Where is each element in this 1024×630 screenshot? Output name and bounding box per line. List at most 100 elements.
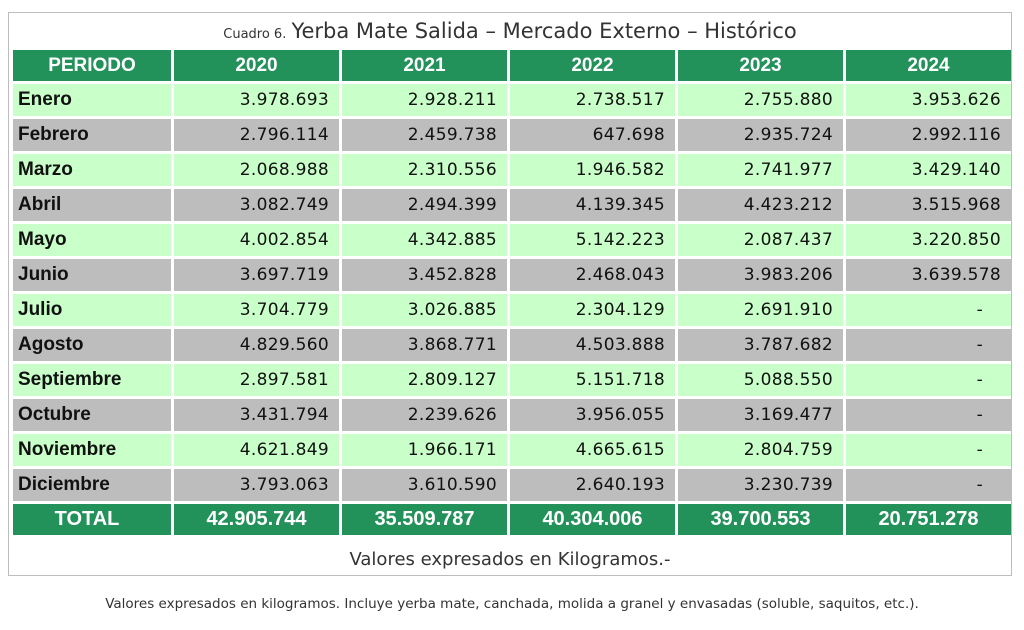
value-cell: 4.002.854 xyxy=(174,224,339,256)
header-periodo: PERIODO xyxy=(13,50,171,81)
month-label: Julio xyxy=(13,294,171,326)
header-year: 2023 xyxy=(678,50,843,81)
header-year: 2020 xyxy=(174,50,339,81)
value-cell: 3.610.590 xyxy=(342,469,507,501)
value-cell: 2.741.977 xyxy=(678,154,843,186)
value-cell: - xyxy=(846,469,1011,501)
table-row: Noviembre 4.621.849 1.966.171 4.665.615 2.80… xyxy=(13,434,1011,466)
month-label: Septiembre xyxy=(13,364,171,396)
value-cell: 3.431.794 xyxy=(174,399,339,431)
value-cell: 3.452.828 xyxy=(342,259,507,291)
total-cell: 40.304.006 xyxy=(510,504,675,535)
value-cell: 4.621.849 xyxy=(174,434,339,466)
value-cell: - xyxy=(846,364,1011,396)
value-cell: 2.755.880 xyxy=(678,84,843,116)
value-cell: 5.151.718 xyxy=(510,364,675,396)
total-cell: 39.700.553 xyxy=(678,504,843,535)
value-cell: 3.868.771 xyxy=(342,329,507,361)
value-cell: 2.809.127 xyxy=(342,364,507,396)
value-cell: 3.793.063 xyxy=(174,469,339,501)
value-cell: 2.087.437 xyxy=(678,224,843,256)
table-row: Mayo 4.002.854 4.342.885 5.142.223 2.087.437… xyxy=(13,224,1011,256)
value-cell: 2.640.193 xyxy=(510,469,675,501)
table-body: Enero 3.978.693 2.928.211 2.738.517 2.755.88… xyxy=(13,84,1011,535)
value-cell: 2.304.129 xyxy=(510,294,675,326)
value-cell: 2.935.724 xyxy=(678,119,843,151)
month-label: Febrero xyxy=(13,119,171,151)
total-cell: 42.905.744 xyxy=(174,504,339,535)
exports-table: PERIODO 2020 2021 2022 2023 2024 Enero 3.… xyxy=(10,47,1014,538)
table-row: Enero 3.978.693 2.928.211 2.738.517 2.755.88… xyxy=(13,84,1011,116)
total-cell: 20.751.278 xyxy=(846,504,1011,535)
value-cell: 2.468.043 xyxy=(510,259,675,291)
value-cell: 3.956.055 xyxy=(510,399,675,431)
value-cell: 5.142.223 xyxy=(510,224,675,256)
table-row: Agosto 4.829.560 3.868.771 4.503.888 3.787.6… xyxy=(13,329,1011,361)
table-row: Marzo 2.068.988 2.310.556 1.946.582 2.741.97… xyxy=(13,154,1011,186)
units-note: Valores expresados en Kilogramos.- xyxy=(349,549,671,570)
month-label: Noviembre xyxy=(13,434,171,466)
value-cell: 4.423.212 xyxy=(678,189,843,221)
value-cell: 2.459.738 xyxy=(342,119,507,151)
table-row: Febrero 2.796.114 2.459.738 647.698 2.935.72… xyxy=(13,119,1011,151)
value-cell: - xyxy=(846,329,1011,361)
table-title: Cuadro 6. Yerba Mate Salida – Mercado Ex… xyxy=(8,12,1012,46)
total-cell: 35.509.787 xyxy=(342,504,507,535)
value-cell: 2.738.517 xyxy=(510,84,675,116)
month-label: Mayo xyxy=(13,224,171,256)
value-cell: 3.515.968 xyxy=(846,189,1011,221)
total-row: TOTAL 42.905.744 35.509.787 40.304.006 39.70… xyxy=(13,504,1011,535)
header-row: PERIODO 2020 2021 2022 2023 2024 xyxy=(13,50,1011,81)
header-year: 2024 xyxy=(846,50,1011,81)
value-cell: 3.704.779 xyxy=(174,294,339,326)
value-cell: - xyxy=(846,434,1011,466)
table-row: Junio 3.697.719 3.452.828 2.468.043 3.983.20… xyxy=(13,259,1011,291)
value-cell: 3.978.693 xyxy=(174,84,339,116)
table-row: Abril 3.082.749 2.494.399 4.139.345 4.423.21… xyxy=(13,189,1011,221)
table-row: Septiembre 2.897.581 2.809.127 5.151.718 5.0… xyxy=(13,364,1011,396)
value-cell: 3.787.682 xyxy=(678,329,843,361)
value-cell: 2.494.399 xyxy=(342,189,507,221)
header-year: 2022 xyxy=(510,50,675,81)
month-label: Diciembre xyxy=(13,469,171,501)
table-number: Cuadro 6. xyxy=(223,27,287,42)
month-label: Enero xyxy=(13,84,171,116)
value-cell: 3.230.739 xyxy=(678,469,843,501)
value-cell: 3.082.749 xyxy=(174,189,339,221)
value-cell: 5.088.550 xyxy=(678,364,843,396)
value-cell: 2.691.910 xyxy=(678,294,843,326)
value-cell: 2.897.581 xyxy=(174,364,339,396)
month-label: Abril xyxy=(13,189,171,221)
value-cell: 2.068.988 xyxy=(174,154,339,186)
value-cell: 2.796.114 xyxy=(174,119,339,151)
value-cell: 3.983.206 xyxy=(678,259,843,291)
footnote: Valores expresados en kilogramos. Incluy… xyxy=(105,596,919,612)
month-label: Octubre xyxy=(13,399,171,431)
value-cell: 4.503.888 xyxy=(510,329,675,361)
value-cell: 647.698 xyxy=(510,119,675,151)
value-cell: 2.804.759 xyxy=(678,434,843,466)
value-cell: 4.342.885 xyxy=(342,224,507,256)
table-title-text: Yerba Mate Salida – Mercado Externo – Hi… xyxy=(291,19,797,43)
value-cell: - xyxy=(846,399,1011,431)
value-cell: 4.829.560 xyxy=(174,329,339,361)
value-cell: 3.953.626 xyxy=(846,84,1011,116)
value-cell: 2.239.626 xyxy=(342,399,507,431)
table-row: Octubre 3.431.794 2.239.626 3.956.055 3.169.… xyxy=(13,399,1011,431)
value-cell: 3.639.578 xyxy=(846,259,1011,291)
table-row: Diciembre 3.793.063 3.610.590 2.640.193 3.23… xyxy=(13,469,1011,501)
value-cell: 2.928.211 xyxy=(342,84,507,116)
value-cell: 1.946.582 xyxy=(510,154,675,186)
month-label: Junio xyxy=(13,259,171,291)
month-label: Agosto xyxy=(13,329,171,361)
value-cell: 3.429.140 xyxy=(846,154,1011,186)
value-cell: 2.992.116 xyxy=(846,119,1011,151)
value-cell: 4.665.615 xyxy=(510,434,675,466)
value-cell: - xyxy=(846,294,1011,326)
value-cell: 2.310.556 xyxy=(342,154,507,186)
value-cell: 1.966.171 xyxy=(342,434,507,466)
value-cell: 4.139.345 xyxy=(510,189,675,221)
value-cell: 3.026.885 xyxy=(342,294,507,326)
month-label: Marzo xyxy=(13,154,171,186)
value-cell: 3.697.719 xyxy=(174,259,339,291)
